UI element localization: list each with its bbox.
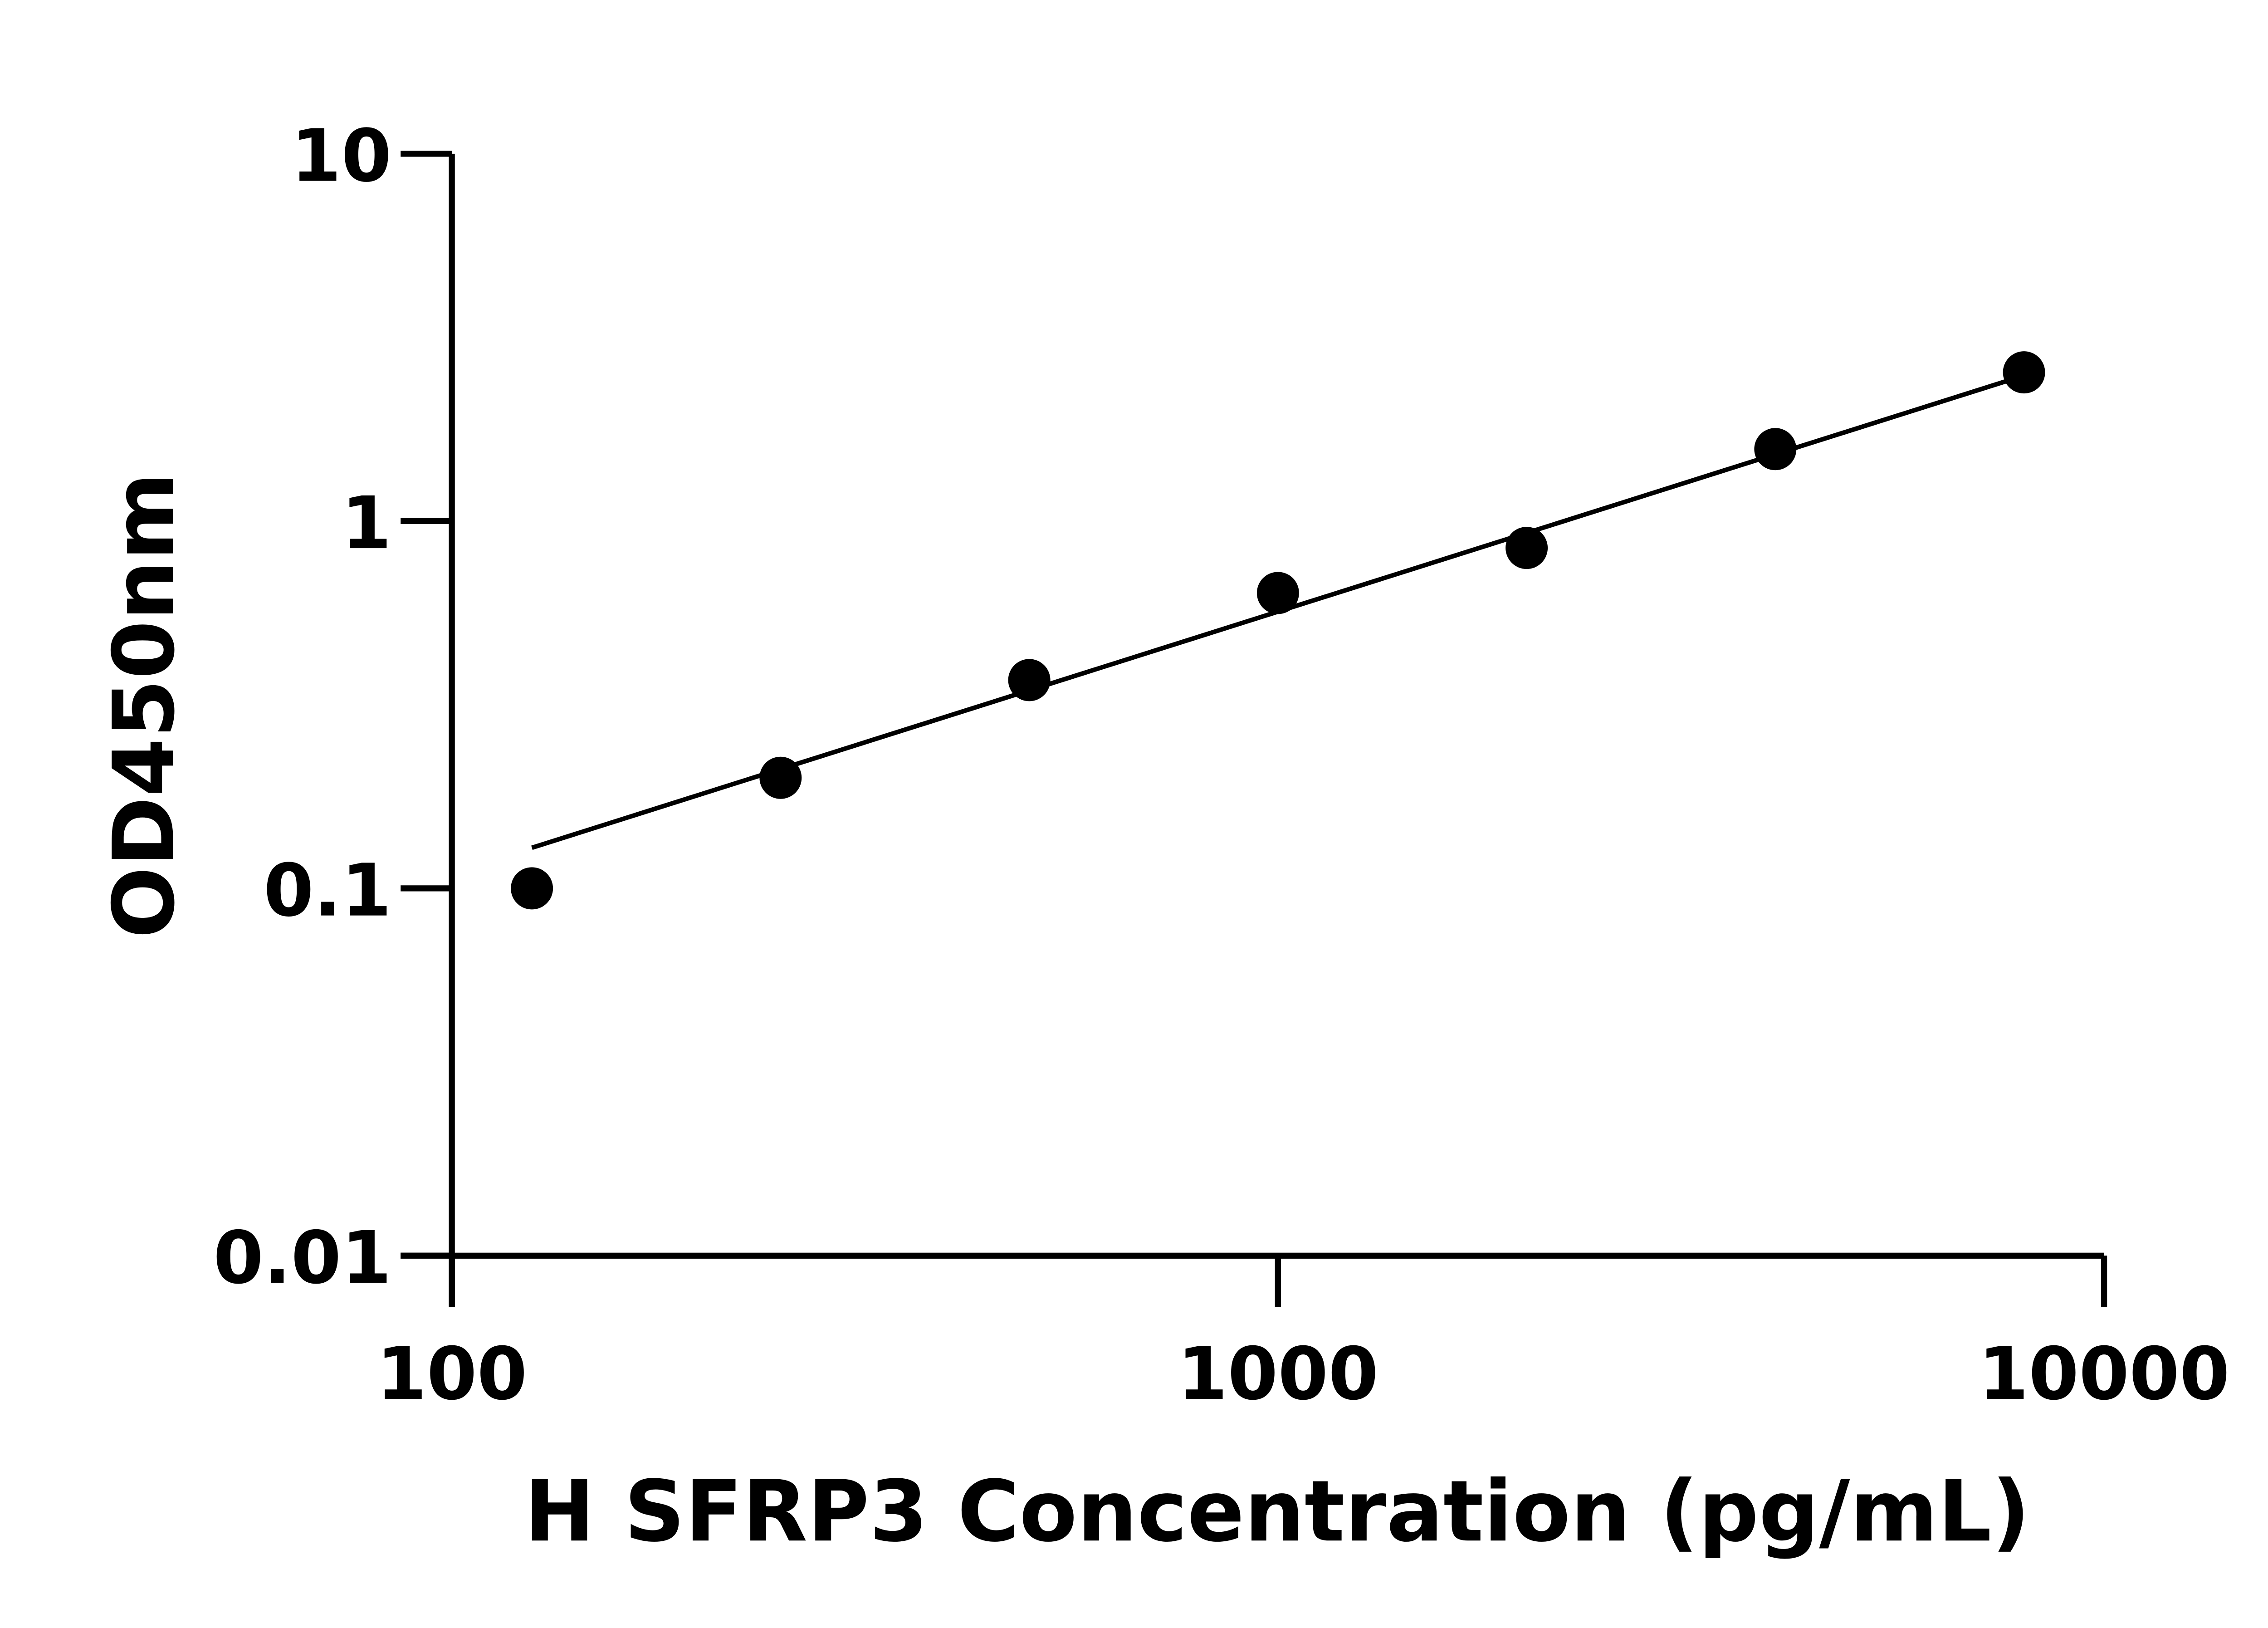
marks: [511, 351, 2045, 910]
data-point: [1008, 659, 1051, 701]
data-point: [1256, 572, 1299, 614]
x-tick-label: 1000: [1178, 1332, 1379, 1416]
x-tick-label: 10000: [1978, 1332, 2229, 1416]
data-point: [1505, 527, 1548, 569]
x-axis-label: H SFRP3 Concentration (pg/mL): [524, 1462, 2030, 1560]
y-axis-label: OD450nm: [95, 472, 193, 938]
y-tick-label: 10: [291, 114, 392, 198]
x-tick-label: 100: [376, 1332, 528, 1416]
y-tick-label: 1: [341, 481, 391, 565]
data-point: [759, 756, 802, 799]
data-point: [1754, 428, 1797, 471]
axes: 0.01 0.1 1 10 100 1000 10000: [213, 114, 2230, 1416]
data-point: [511, 867, 553, 910]
data-point: [2003, 351, 2045, 394]
y-tick-label: 0.01: [213, 1216, 391, 1300]
y-tick-label: 0.1: [264, 848, 391, 933]
